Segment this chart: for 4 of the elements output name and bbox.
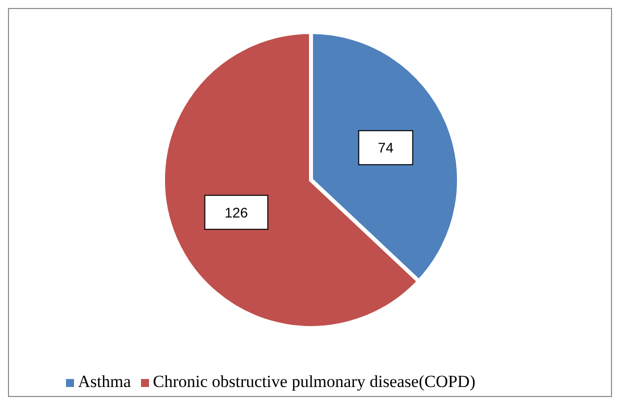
- data-label: 126: [224, 204, 248, 220]
- legend-label: Chronic obstructive pulmonary disease(COPD): [152, 372, 476, 391]
- data-label: 74: [378, 140, 394, 156]
- legend-label: Asthma: [78, 372, 131, 391]
